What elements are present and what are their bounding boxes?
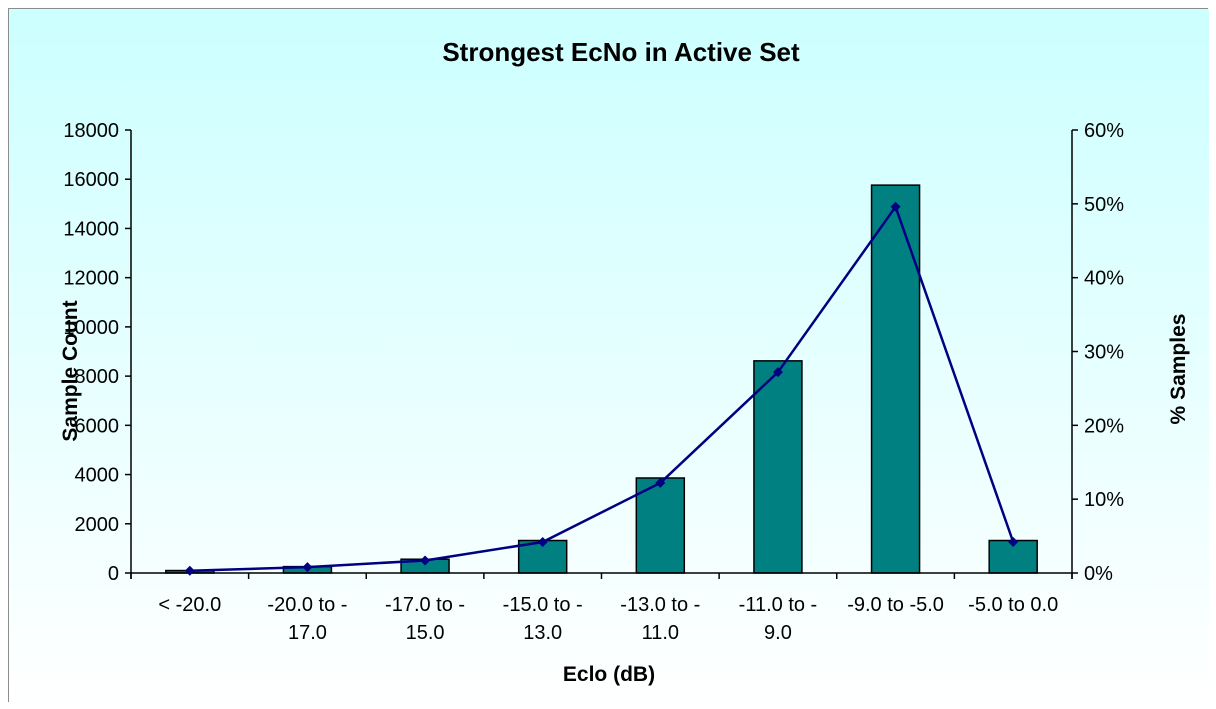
y-tick-label: 12000: [63, 268, 119, 290]
line-point-3: [420, 555, 431, 566]
y2-tick-label: 0%: [1084, 563, 1113, 585]
x-tick-label-line: -13.0 to -: [620, 594, 700, 616]
x-tick-label-line: 9.0: [764, 622, 792, 644]
x-tick-label-line: -9.0 to -5.0: [847, 594, 944, 616]
chart-frame: Strongest EcNo in Active Set 0 2000 4000 60…: [8, 8, 1209, 703]
x-tick-label: -20.0 to - 17.0: [267, 594, 347, 644]
y-tick-label: 2000: [75, 514, 120, 536]
y-tick-label: 4000: [75, 465, 120, 487]
x-tick-label: -9.0 to -5.0: [847, 594, 944, 616]
x-tick-label-line: 17.0: [288, 622, 327, 644]
y-tick-label: 14000: [63, 218, 119, 240]
x-tick-label-line: 15.0: [406, 622, 445, 644]
line-point-8: [1008, 536, 1019, 547]
y-tick-label: 8000: [75, 366, 120, 388]
x-tick-label: -17.0 to - 15.0: [385, 594, 465, 644]
x-tick-label-line: < -20.0: [158, 594, 221, 616]
x-tick-label-line: 13.0: [523, 622, 562, 644]
y-tick-label: 6000: [75, 415, 120, 437]
x-tick-label: -11.0 to - 9.0: [739, 594, 818, 644]
y2-axis-title: % Samples: [1167, 314, 1190, 425]
x-tick-label-line: -20.0 to -: [267, 594, 347, 616]
x-tick-label-line: 11.0: [642, 622, 679, 644]
x-tick-label-line: -15.0 to -: [503, 594, 583, 616]
x-tick-label-line: -5.0 to 0.0: [968, 594, 1058, 616]
chart-background: [9, 9, 1209, 703]
y2-tick-label: 60%: [1084, 120, 1124, 142]
y2-tick-label: 30%: [1084, 342, 1124, 364]
x-tick-label: -15.0 to - 13.0: [503, 594, 583, 644]
y-tick-label: 0: [108, 563, 119, 585]
x-tick-label-line: -17.0 to -: [385, 594, 465, 616]
x-tick-label: -13.0 to - 11.0: [620, 594, 700, 644]
bar-7: [870, 184, 921, 574]
y-tick-label: 10000: [63, 317, 119, 339]
chart-svg: Strongest EcNo in Active Set 0 2000 4000 60…: [9, 9, 1209, 703]
line-point-1: [184, 565, 195, 576]
x-tick-label: < -20.0: [158, 594, 221, 616]
y2-tick-label: 50%: [1084, 194, 1124, 216]
plot-area: 0 2000 4000 6000 8000 10000 12000 14000 16000 180…: [63, 120, 1124, 644]
line-point-6: [772, 367, 783, 378]
y2-tick-label: 40%: [1084, 268, 1124, 290]
y-axis-title: Sample Count: [59, 300, 82, 441]
y2-tick-label: 10%: [1084, 489, 1124, 511]
y2-tick-label: 20%: [1084, 415, 1124, 437]
line-point-4: [537, 536, 548, 547]
x-tick-label-line: -11.0 to -: [739, 594, 818, 616]
y-tick-label: 16000: [63, 169, 119, 191]
x-tick-label: -5.0 to 0.0: [968, 594, 1058, 616]
percent-line: [189, 204, 1015, 573]
line-point-7: [890, 201, 901, 212]
chart-title: Strongest EcNo in Active Set: [442, 37, 800, 67]
bar-6: [753, 360, 803, 574]
x-axis-title: Eclo (dB): [563, 663, 655, 686]
line-point-2: [302, 562, 313, 573]
y-tick-label: 18000: [63, 120, 119, 142]
line-point-5: [655, 477, 666, 488]
